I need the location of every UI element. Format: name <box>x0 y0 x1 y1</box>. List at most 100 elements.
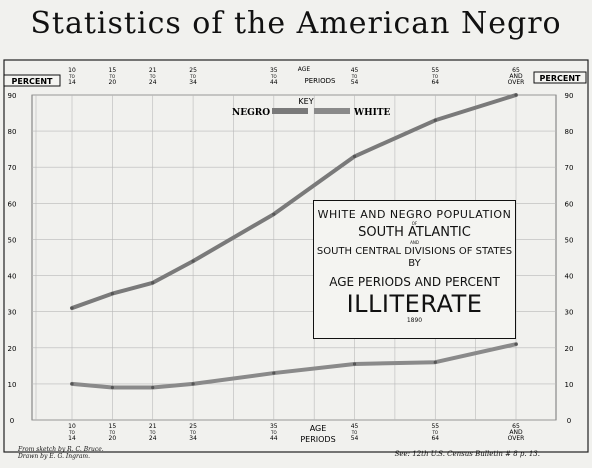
x-tick-label-top: 55 <box>431 67 439 74</box>
title-box-of: OF <box>411 221 418 226</box>
y-tick-label-left: 40 <box>8 273 17 281</box>
title-box-line-3: SOUTH CENTRAL DIVISIONS OF STATES BY <box>316 246 513 269</box>
x-tick-label-top: 21 <box>149 67 157 74</box>
y-tick-label-left: 30 <box>8 309 17 317</box>
data-point-negro <box>70 306 74 310</box>
x-tick-label-top: AND <box>509 73 523 80</box>
y-tick-label-left: 80 <box>8 128 17 136</box>
x-tick-label-bottom: 64 <box>431 435 439 442</box>
x-tick-label-top: 10 <box>68 67 76 74</box>
x-tick-label-top: TO <box>189 74 196 79</box>
x-tick-label-top: TO <box>68 74 75 79</box>
y-tick-label-right: 10 <box>565 381 574 389</box>
x-tick-label-top: 54 <box>351 79 359 86</box>
xlabel-bottom-1: AGE <box>310 424 327 433</box>
x-tick-label-bottom: TO <box>109 430 116 435</box>
y-tick-label-right: 90 <box>565 92 574 100</box>
x-tick-label-top: 15 <box>109 67 117 74</box>
legend-white-label: WHITE <box>353 108 391 118</box>
title-box-line-4: AGE PERIODS AND PERCENT <box>329 275 500 289</box>
x-tick-label-top: 25 <box>189 67 197 74</box>
credit-sketch: From sketch by R. C. Bruce. <box>18 446 104 453</box>
data-point-negro <box>110 292 114 296</box>
title-box-year: 1890 <box>406 317 423 324</box>
x-tick-label-bottom: TO <box>189 430 196 435</box>
x-tick-label-top: 35 <box>270 67 278 74</box>
credit-drawn: Drawn by E. G. Ingram. <box>18 453 91 460</box>
x-tick-label-top: 24 <box>149 79 157 86</box>
legend-negro-label: NEGRO <box>232 108 270 118</box>
x-tick-label-bottom: 15 <box>109 423 117 430</box>
y-tick-label-left: 70 <box>8 164 17 172</box>
x-tick-label-bottom: 44 <box>270 435 278 442</box>
y-tick-label-left: 90 <box>8 92 17 100</box>
x-tick-label-top: 34 <box>189 79 197 86</box>
key-label: KEY <box>298 97 313 106</box>
x-tick-label-top: 20 <box>109 79 117 86</box>
x-tick-label-bottom: 25 <box>189 423 197 430</box>
data-point-negro <box>191 259 195 263</box>
x-tick-label-top: TO <box>149 74 156 79</box>
title-box-line-2: SOUTH ATLANTIC <box>358 225 471 240</box>
y-tick-label-right: 50 <box>565 236 574 244</box>
data-point-white <box>151 385 155 390</box>
x-tick-label-bottom: 65 <box>512 423 520 430</box>
data-point-negro <box>352 154 357 158</box>
y-tick-label-left: 50 <box>8 236 17 244</box>
y-tick-label-left: 10 <box>8 381 17 389</box>
page-title: Statistics of the American Negro <box>30 6 562 41</box>
data-point-negro <box>151 281 155 285</box>
y-tick-label-right: 60 <box>565 200 574 208</box>
data-point-negro <box>514 93 518 97</box>
y-tick-label-right: 80 <box>565 128 574 136</box>
x-tick-label-bottom: 55 <box>431 423 439 430</box>
xlabel-top-2: PERIODS <box>305 77 336 85</box>
x-tick-label-top: 64 <box>431 79 439 86</box>
x-tick-label-top: OVER <box>508 79 525 86</box>
x-tick-label-top: 65 <box>512 67 520 74</box>
x-tick-label-bottom: 54 <box>351 435 359 442</box>
x-tick-label-bottom: 24 <box>149 435 157 442</box>
x-tick-label-top: TO <box>109 74 116 79</box>
y-tick-label-left: 60 <box>8 200 17 208</box>
data-point-white <box>70 382 74 386</box>
y-tick-label-right: 20 <box>565 345 574 353</box>
data-point-white <box>352 362 357 366</box>
y-tick-label-left: 20 <box>8 345 17 353</box>
x-tick-label-bottom: AND <box>509 429 523 436</box>
legend-negro-swatch <box>272 108 308 114</box>
title-box-line-1: WHITE AND NEGRO POPULATION <box>317 208 512 221</box>
x-tick-label-bottom: TO <box>68 430 75 435</box>
y-tick-label-right: 0 <box>567 417 571 425</box>
x-tick-label-bottom: 20 <box>109 435 117 442</box>
x-tick-label-bottom: 35 <box>270 423 278 430</box>
ylabel-box-right <box>533 71 587 84</box>
x-tick-label-top: TO <box>270 74 277 79</box>
x-tick-label-top: TO <box>351 74 358 79</box>
series-line-white <box>70 342 518 390</box>
data-point-white <box>110 385 114 390</box>
legend-white-swatch <box>314 108 350 114</box>
x-tick-label-top: 14 <box>68 79 76 86</box>
data-point-negro <box>433 118 437 122</box>
credits: From sketch by R. C. Bruce. Drawn by E. … <box>18 446 104 460</box>
x-tick-label-bottom: 10 <box>68 423 76 430</box>
chart-frame <box>3 59 589 453</box>
x-tick-label-bottom: OVER <box>508 435 525 442</box>
x-tick-label-bottom: TO <box>431 430 438 435</box>
x-tick-label-top: 45 <box>351 67 359 74</box>
x-tick-label-bottom: TO <box>270 430 277 435</box>
xlabel-bottom-2: PERIODS <box>300 435 335 444</box>
xlabel-top-1: AGE <box>298 66 311 73</box>
y-tick-label-left: 0 <box>10 417 14 425</box>
data-point-white <box>514 342 518 346</box>
y-tick-label-right: 40 <box>565 273 574 281</box>
data-point-white <box>191 382 195 386</box>
x-tick-label-bottom: 14 <box>68 435 76 442</box>
x-tick-label-top: TO <box>431 74 438 79</box>
ylabel-right: PERCENT <box>540 74 582 83</box>
y-tick-label-right: 30 <box>565 309 574 317</box>
y-tick-label-right: 70 <box>565 164 574 172</box>
x-tick-label-bottom: TO <box>351 430 358 435</box>
chart-title-box: WHITE AND NEGRO POPULATION OF SOUTH ATLA… <box>313 200 516 339</box>
